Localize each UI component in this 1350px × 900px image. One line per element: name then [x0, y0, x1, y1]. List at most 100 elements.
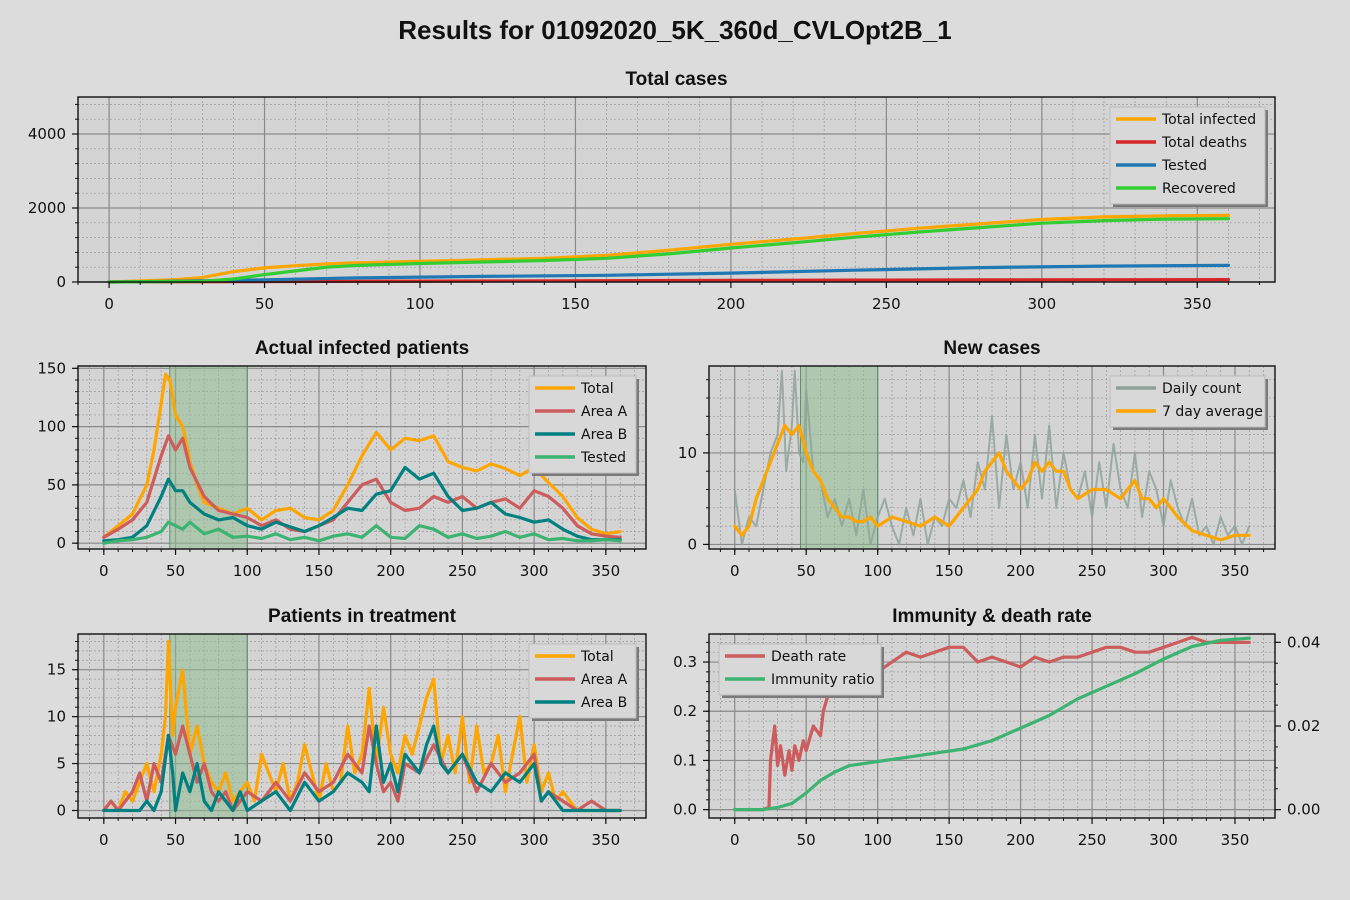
legend-label: Area A	[581, 404, 628, 420]
x-tick-label: 150	[561, 295, 590, 313]
panel-actual_infected: 0 50 100 150 200 250 300 350 0 50 100 150 Actual inf…	[37, 338, 647, 580]
x-tick-label: 150	[305, 831, 334, 849]
panel-title: Total cases	[625, 69, 727, 90]
series-line-tested	[107, 263, 1231, 284]
series-line-recovered	[107, 217, 1231, 284]
legend-label: Area A	[581, 672, 628, 688]
x-tick-label: 350	[1183, 295, 1212, 313]
x-tick-label: 150	[305, 562, 334, 580]
y-right-tick-label: 0.04	[1287, 633, 1320, 651]
y-tick-label: 0.3	[673, 653, 697, 671]
series-line-total-infected	[107, 213, 1231, 284]
x-tick-label: 100	[863, 562, 892, 580]
y-tick-label: 10	[678, 444, 697, 462]
y-tick-label: 10	[47, 708, 66, 726]
x-tick-label: 0	[99, 831, 109, 849]
series-line-7-day-average	[733, 423, 1251, 542]
x-tick-label: 200	[376, 831, 405, 849]
x-tick-label: 250	[1078, 562, 1107, 580]
x-tick-label: 300	[520, 831, 549, 849]
x-tick-label: 0	[104, 295, 114, 313]
series-line-daily-count	[733, 369, 1251, 546]
y-tick-label: 5	[56, 755, 66, 773]
x-tick-label: 300	[1027, 295, 1056, 313]
legend-label: Recovered	[1162, 181, 1236, 197]
x-tick-label: 250	[448, 562, 477, 580]
y-tick-label: 0	[56, 273, 66, 291]
y-tick-label: 0.0	[673, 801, 697, 819]
x-tick-label: 300	[520, 562, 549, 580]
x-tick-label: 0	[730, 831, 740, 849]
x-tick-label: 50	[255, 295, 274, 313]
x-tick-label: 350	[592, 562, 621, 580]
legend-label: Total	[580, 381, 614, 397]
y-tick-label: 0	[56, 534, 66, 552]
y-tick-label: 0	[56, 801, 66, 819]
y-tick-label: 0.2	[673, 702, 697, 720]
legend-label: Daily count	[1162, 381, 1242, 397]
legend-label: Total	[580, 649, 614, 665]
legend-label: 7 day average	[1162, 404, 1263, 420]
legend-label: Area B	[581, 427, 627, 443]
x-tick-label: 100	[233, 562, 262, 580]
legend-label: Total deaths	[1161, 135, 1247, 151]
x-tick-label: 350	[1221, 562, 1250, 580]
legend-label: Immunity ratio	[771, 672, 875, 688]
panel-new_cases: 0 50 100 150 200 250 300 350 0 10 New cases Daily c…	[678, 338, 1276, 580]
x-tick-label: 300	[1149, 562, 1178, 580]
series-line-area-a	[102, 434, 622, 539]
x-tick-label: 50	[166, 562, 185, 580]
series-line-total	[102, 372, 622, 539]
panel-total_cases: 0 50 100 150 200 250 300 350 0 2000 4000 Total case…	[28, 69, 1276, 313]
panel-immunity_death: 0 50 100 150 200 250 300 350 0.0 0.1 0.2 0.3 0.00 0.0…	[673, 606, 1320, 849]
series-line-tested	[102, 520, 622, 545]
x-tick-label: 100	[863, 831, 892, 849]
x-tick-label: 0	[99, 562, 109, 580]
y-tick-label: 2000	[28, 199, 66, 217]
x-tick-label: 200	[1006, 562, 1035, 580]
series-line-immunity-ratio	[733, 636, 1251, 812]
y-tick-label: 0	[687, 535, 697, 553]
x-tick-label: 300	[1149, 831, 1178, 849]
x-tick-label: 50	[166, 831, 185, 849]
x-tick-label: 200	[376, 562, 405, 580]
figure-title: Results for 01092020_5K_360d_CVLOpt2B_1	[398, 15, 952, 45]
series-line-area-b	[102, 465, 622, 543]
legend-label: Total infected	[1161, 112, 1256, 128]
x-tick-label: 0	[730, 562, 740, 580]
panel-title: Immunity & death rate	[892, 606, 1092, 627]
x-tick-label: 350	[592, 831, 621, 849]
x-tick-label: 350	[1221, 831, 1250, 849]
legend	[1109, 375, 1266, 428]
y-tick-label: 150	[37, 359, 66, 377]
panel-title: New cases	[943, 338, 1040, 359]
x-tick-label: 200	[717, 295, 746, 313]
x-tick-label: 250	[448, 831, 477, 849]
y-tick-label: 15	[47, 661, 66, 679]
x-tick-label: 150	[935, 831, 964, 849]
y-tick-label: 100	[37, 418, 66, 436]
legend-label: Death rate	[771, 649, 846, 665]
legend-label: Area B	[581, 695, 627, 711]
legend	[718, 643, 882, 696]
x-tick-label: 250	[1078, 831, 1107, 849]
y-tick-label: 4000	[28, 125, 66, 143]
x-tick-label: 200	[1006, 831, 1035, 849]
x-tick-label: 100	[406, 295, 435, 313]
y-right-tick-label: 0.02	[1287, 717, 1320, 735]
x-tick-label: 50	[797, 562, 816, 580]
x-tick-label: 50	[797, 831, 816, 849]
panel-title: Patients in treatment	[268, 606, 457, 627]
series-line-death-rate	[733, 635, 1251, 812]
y-tick-label: 0.1	[673, 751, 697, 769]
x-tick-label: 250	[872, 295, 901, 313]
x-tick-label: 150	[935, 562, 964, 580]
plot-area	[78, 97, 1275, 282]
legend-label: Tested	[580, 450, 626, 466]
y-right-tick-label: 0.00	[1287, 801, 1320, 819]
panel-in_treatment: 0 50 100 150 200 250 300 350 0 5 10 15 Patients in t…	[47, 606, 647, 849]
legend-label: Tested	[1161, 158, 1207, 174]
panel-title: Actual infected patients	[255, 338, 469, 359]
